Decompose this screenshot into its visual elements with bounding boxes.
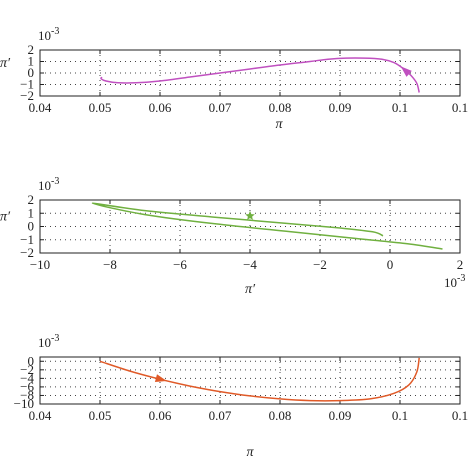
- y-exponent-label: 10-3: [38, 333, 59, 350]
- x-tick-label: 0.1: [452, 100, 468, 115]
- x-tick-label: −6: [173, 257, 187, 272]
- y-tick-label: 0: [28, 65, 35, 80]
- x-tick-label: 0.1: [392, 408, 408, 423]
- y-axis-label: π′: [0, 56, 11, 71]
- y-tick-label: 1: [28, 54, 35, 69]
- x-tick-label: −2: [313, 257, 327, 272]
- x-tick-label: 0.06: [149, 100, 172, 115]
- x-axis-label: π: [246, 445, 254, 460]
- x-axis-label: π′: [245, 282, 256, 297]
- x-tick-label: 0.07: [209, 100, 232, 115]
- series-line-3: [99, 357, 420, 402]
- x-tick-label: 0.05: [89, 100, 112, 115]
- y-tick-label: 2: [28, 192, 35, 207]
- series-line-1: [100, 57, 420, 93]
- y-tick-label: 0: [28, 219, 35, 234]
- y-tick-label: −6: [20, 379, 34, 394]
- y-tick-label: −1: [20, 232, 34, 247]
- x-axis-label: π: [275, 117, 283, 132]
- y-exponent-power: -3: [51, 26, 59, 37]
- y-tick-label: 1: [28, 205, 35, 220]
- plot-frame: [39, 356, 461, 405]
- x-tick-label: 0.04: [29, 100, 52, 115]
- y-tick-label: −2: [20, 245, 34, 260]
- x-tick-label: −10: [30, 257, 50, 272]
- y-exponent-power: -3: [51, 176, 59, 187]
- y-tick-label: −8: [20, 387, 34, 402]
- x-tick-label: 0: [387, 257, 394, 272]
- x-tick-label: 0.07: [209, 408, 232, 423]
- x-tick-label: 0.05: [89, 408, 112, 423]
- x-tick-label: 0.09: [329, 100, 352, 115]
- y-tick-label: −1: [20, 77, 34, 92]
- y-exponent-label: 10-3: [38, 176, 59, 193]
- x-tick-label: 2: [457, 257, 464, 272]
- x-tick-label: 0.06: [149, 408, 172, 423]
- y-tick-label: 2: [28, 42, 35, 57]
- x-tick-label: −8: [103, 257, 117, 272]
- y-tick-label: −2: [20, 362, 34, 377]
- direction-arrow-marker: [400, 66, 412, 77]
- y-tick-label: −10: [14, 396, 34, 411]
- x-tick-label: −4: [243, 257, 257, 272]
- x-tick-label: 0.09: [329, 408, 352, 423]
- x-exponent-label: 10-3: [444, 273, 465, 290]
- x-tick-label: 0.08: [269, 100, 292, 115]
- y-tick-label: −2: [20, 88, 34, 103]
- star-marker: [245, 210, 255, 220]
- y-exponent-power: -3: [51, 333, 59, 344]
- series-line-2: [91, 202, 443, 250]
- y-axis-label: π′: [0, 210, 11, 225]
- x-tick-label: 0.04: [29, 408, 52, 423]
- y-tick-label: 0: [28, 353, 35, 368]
- y-exponent-label: 10-3: [38, 26, 59, 43]
- panel-3: 0.04 0.05 0.06 0.07 0.08 0.09 0.1 0.1 0−2−4−6−8−…: [14, 333, 468, 460]
- x-tick-label: 0.1: [452, 408, 468, 423]
- panel-1: 0.04 0.05 0.06 0.07 0.08 0.09 0.1 0.1 −2−101210-…: [0, 26, 468, 132]
- direction-arrow-marker: [154, 374, 167, 382]
- x-tick-label: 0.08: [269, 408, 292, 423]
- x-exponent-power: -3: [457, 273, 465, 284]
- y-tick-label: −4: [20, 370, 34, 385]
- x-tick-label: 0.1: [392, 100, 408, 115]
